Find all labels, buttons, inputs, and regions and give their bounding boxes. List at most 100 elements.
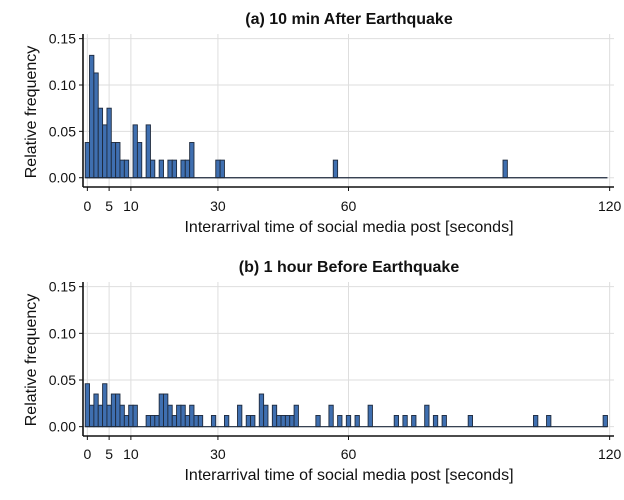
panel-b-bar-25 bbox=[193, 415, 199, 428]
panel-b-x-tick-label-0: 0 bbox=[83, 446, 91, 462]
panel-a-x-tick-label-1: 5 bbox=[105, 198, 113, 214]
panel-b-x-tick-label-2: 10 bbox=[123, 446, 139, 462]
panel-b-bar-80 bbox=[432, 415, 439, 428]
panel-b-bar-24 bbox=[189, 404, 195, 428]
panel-a-bar-4 bbox=[102, 124, 108, 179]
panel-a-bar-17 bbox=[158, 159, 164, 179]
panel-b-bar-88 bbox=[467, 415, 473, 428]
panel-b-y-tick-label-3: 0.15 bbox=[49, 279, 76, 295]
panel-a-bar-5 bbox=[106, 107, 112, 179]
panel-b-bar-38 bbox=[250, 415, 256, 428]
panel-b-bar-10 bbox=[128, 404, 134, 428]
panel-a-y-tick-label-3: 0.15 bbox=[49, 31, 76, 47]
panel-b-bar-43 bbox=[271, 404, 278, 428]
panel-a-bar-31 bbox=[219, 159, 225, 179]
panel-a-bar-57 bbox=[332, 159, 339, 179]
panel-a-bar-23 bbox=[184, 159, 191, 179]
panel-a-bar-11 bbox=[132, 124, 138, 179]
panel-b-bar-47 bbox=[289, 415, 295, 428]
panel-b-bar-5 bbox=[106, 404, 112, 428]
panel-b-bar-4 bbox=[102, 383, 108, 428]
panel-a-bar-12 bbox=[136, 142, 143, 179]
panel-b-bar-37 bbox=[245, 415, 252, 428]
panel-b-y-axis-label: Relative frequency bbox=[23, 294, 40, 427]
panel-b-bar-103 bbox=[533, 415, 539, 428]
panel-b-bar-56 bbox=[328, 404, 334, 428]
panel-b-bar-26 bbox=[197, 415, 204, 428]
panel-a-y-ticks: 0.00 0.05 0.10 0.15 bbox=[49, 31, 83, 186]
panel-b-y-tick-label-2: 0.10 bbox=[49, 325, 76, 341]
panel-a-bar-7 bbox=[115, 142, 121, 179]
panel-a-x-tick-label-2: 10 bbox=[123, 198, 139, 214]
panel-b-bar-32 bbox=[223, 415, 230, 428]
panel-a-x-tick-label-4: 60 bbox=[341, 198, 357, 214]
panel-b-bar-65 bbox=[367, 404, 373, 428]
panel-a-title: (a) 10 min After Earthquake bbox=[245, 11, 453, 28]
panel-a-histogram: (a) 10 min After Earthquake 0.00 0.05 0.10… bbox=[23, 11, 622, 236]
panel-b-bar-106 bbox=[546, 415, 552, 428]
panel-b-bar-119 bbox=[602, 415, 608, 428]
panel-b-bar-75 bbox=[411, 415, 417, 428]
panel-b-bar-21 bbox=[176, 404, 182, 428]
panel-b-x-tick-label-5: 120 bbox=[598, 446, 622, 462]
panel-a-y-axis-label: Relative frequency bbox=[23, 46, 40, 179]
panel-b-bar-23 bbox=[184, 415, 191, 428]
panel-b-bar-1 bbox=[89, 404, 95, 428]
panel-b-bar-16 bbox=[154, 415, 160, 428]
panel-a-x-tick-label-0: 0 bbox=[83, 198, 91, 214]
panel-b-bar-40 bbox=[258, 393, 265, 428]
panel-b-bar-17 bbox=[158, 393, 164, 428]
panel-b-y-tick-label-1: 0.05 bbox=[49, 372, 76, 388]
panel-a-x-ticks: 0 5 10 30 60 120 bbox=[83, 187, 622, 214]
panel-b-bar-82 bbox=[441, 415, 447, 428]
panel-b-bar-6 bbox=[110, 393, 117, 428]
panel-b-bar-35 bbox=[237, 404, 243, 428]
panel-b-y-tick-label-0: 0.00 bbox=[49, 419, 76, 435]
panel-b-x-tick-label-3: 30 bbox=[210, 446, 226, 462]
panel-a-bar-30 bbox=[215, 159, 221, 179]
panel-a-bar-1 bbox=[89, 54, 95, 179]
panel-b-bar-2 bbox=[93, 393, 99, 428]
panel-b-bar-60 bbox=[345, 415, 352, 428]
panel-b-bar-20 bbox=[171, 415, 178, 428]
panel-b-bar-73 bbox=[402, 415, 408, 428]
panel-a-bar-9 bbox=[123, 159, 130, 179]
panel-b-bar-46 bbox=[284, 415, 291, 428]
panel-a-bar-20 bbox=[171, 159, 178, 179]
panel-b-bar-29 bbox=[210, 415, 217, 428]
panel-a-bar-0 bbox=[84, 142, 90, 179]
panel-b-bar-41 bbox=[263, 404, 269, 428]
panel-a-x-axis-label: Interarrival time of social media post [… bbox=[184, 219, 513, 236]
panel-b-bar-8 bbox=[119, 404, 125, 428]
panel-a-bar-8 bbox=[119, 159, 125, 179]
panel-a-y-tick-label-1: 0.05 bbox=[49, 123, 76, 139]
panel-a-x-tick-label-3: 30 bbox=[210, 198, 226, 214]
panel-b-bar-44 bbox=[276, 415, 282, 428]
panel-b-x-tick-label-4: 60 bbox=[341, 446, 357, 462]
panel-a-x-tick-label-5: 120 bbox=[598, 198, 622, 214]
panel-b-x-axis-label: Interarrival time of social media post [… bbox=[184, 467, 513, 484]
panel-b-bar-62 bbox=[354, 415, 360, 428]
panel-a-y-tick-label-0: 0.00 bbox=[49, 170, 76, 186]
panel-b-bar-19 bbox=[167, 404, 173, 428]
panel-a-bar-19 bbox=[167, 159, 173, 179]
panel-b-x-tick-label-1: 5 bbox=[105, 446, 113, 462]
panel-a-bar-6 bbox=[110, 142, 117, 179]
panel-a-bar-14 bbox=[145, 124, 151, 179]
panel-b-bar-3 bbox=[97, 404, 104, 428]
panel-a-bar-24 bbox=[189, 142, 195, 179]
panel-b-bar-18 bbox=[163, 393, 169, 428]
panel-b-bar-45 bbox=[280, 415, 286, 428]
panel-a-bar-22 bbox=[180, 159, 186, 179]
panel-b-bar-7 bbox=[115, 393, 121, 428]
panel-b-x-ticks: 0 5 10 30 60 120 bbox=[83, 436, 622, 462]
panel-b-bar-53 bbox=[315, 415, 321, 428]
panel-b-bar-48 bbox=[293, 404, 299, 428]
panel-b-bar-22 bbox=[180, 404, 186, 428]
panel-b-y-ticks: 0.00 0.05 0.10 0.15 bbox=[49, 279, 83, 435]
panel-b-bar-58 bbox=[337, 415, 343, 428]
panel-b-bar-9 bbox=[123, 415, 130, 428]
panel-a-bars bbox=[84, 54, 508, 179]
panel-b-bar-0 bbox=[84, 383, 90, 428]
